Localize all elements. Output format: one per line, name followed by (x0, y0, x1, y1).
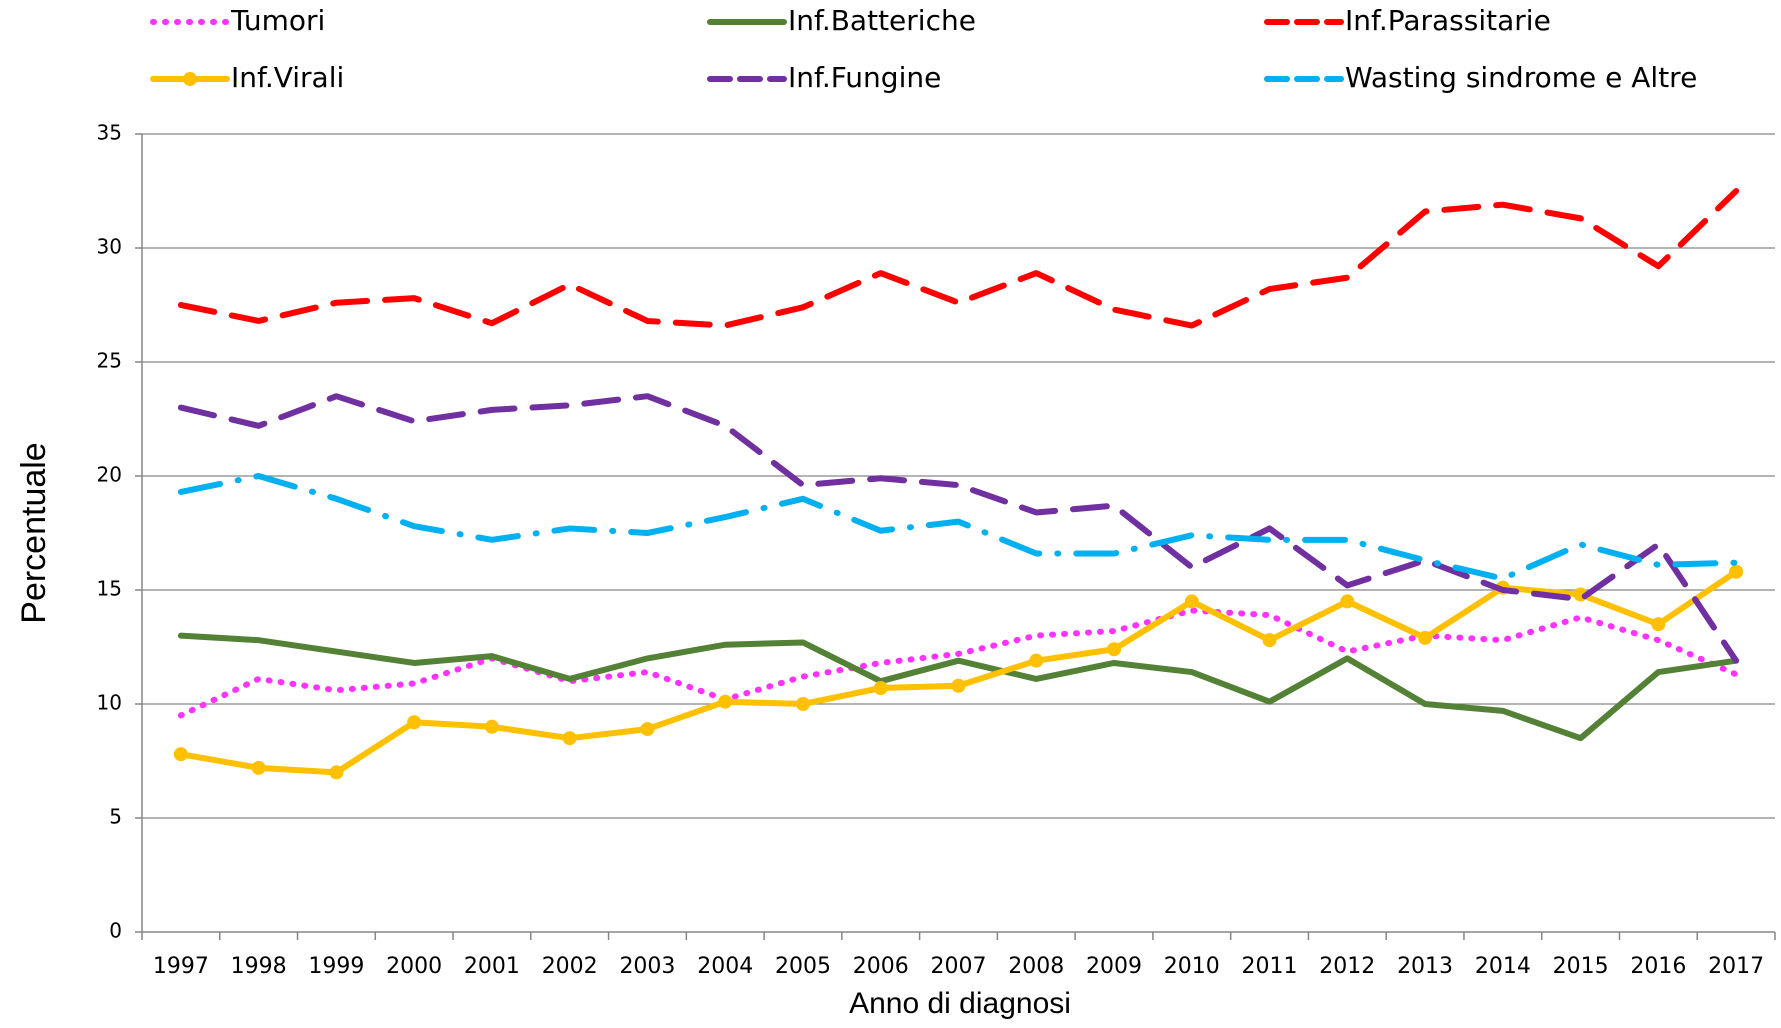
series-marker (484, 719, 499, 734)
series-marker (718, 694, 733, 709)
x-tick-label: 2001 (464, 954, 520, 979)
series-marker (1651, 617, 1666, 632)
series-marker (1418, 630, 1433, 645)
x-tick-label: 2004 (697, 954, 753, 979)
y-axis-label: Percentuale (15, 442, 53, 623)
series-line (177, 393, 1740, 664)
x-tick-label: 2012 (1319, 954, 1375, 979)
series-marker (795, 697, 810, 711)
series-marker (1107, 642, 1122, 657)
y-tick-label: 5 (109, 805, 122, 829)
x-tick-label: 2014 (1475, 954, 1531, 979)
legend-label: Inf.Batteriche (788, 4, 976, 37)
legend-label: Tumori (230, 4, 325, 37)
x-tick-label: 2000 (386, 954, 442, 979)
x-tick-label: 2002 (542, 954, 598, 979)
x-tick-label: 2016 (1630, 954, 1686, 979)
y-tick-label: 10 (97, 691, 122, 715)
series-line (177, 568, 1740, 776)
series-marker (251, 760, 266, 775)
series-marker (1729, 564, 1744, 579)
y-tick-label: 30 (97, 235, 122, 259)
x-tick-label: 2010 (1164, 954, 1220, 979)
x-tick-label: 2013 (1397, 954, 1453, 979)
x-axis-label: Anno di diagnosi (849, 987, 1071, 1020)
series-marker (1340, 594, 1355, 609)
x-tick-label: 1999 (308, 954, 364, 979)
y-tick-label: 0 (109, 919, 122, 943)
series-marker (640, 722, 655, 737)
y-tick-label: 25 (97, 349, 122, 373)
x-tick-label: 2005 (775, 954, 831, 979)
series-line (177, 473, 1740, 582)
series-marker (951, 678, 966, 693)
legend-label: Inf.Virali (231, 61, 344, 94)
x-tick-label: 2017 (1708, 954, 1764, 979)
series-line (177, 188, 1740, 329)
series-marker (1029, 653, 1044, 668)
y-tick-label: 15 (97, 577, 122, 601)
x-tick-label: 2009 (1086, 954, 1142, 979)
series-marker (407, 715, 422, 730)
series-marker (329, 765, 344, 780)
series-line (177, 607, 1740, 719)
legend-label: Wasting sindrome e Altre (1345, 61, 1697, 94)
y-tick-label: 35 (97, 121, 122, 145)
series-marker (1262, 633, 1277, 648)
y-tick-label: 20 (97, 463, 122, 487)
series-marker (562, 731, 577, 746)
x-tick-label: 2003 (619, 954, 675, 979)
x-tick-label: 2011 (1242, 954, 1298, 979)
x-tick-label: 2008 (1008, 954, 1064, 979)
series-marker (173, 747, 188, 762)
series-line (177, 632, 1740, 742)
legend-label: Inf.Fungine (788, 61, 941, 94)
legend-marker (183, 72, 197, 86)
x-tick-label: 2006 (853, 954, 909, 979)
legend-label: Inf.Parassitarie (1345, 4, 1551, 37)
series-marker (873, 681, 888, 696)
x-tick-label: 1998 (231, 954, 287, 979)
x-tick-label: 2007 (931, 954, 987, 979)
x-tick-label: 2015 (1553, 954, 1609, 979)
x-tick-label: 1997 (153, 954, 209, 979)
series-marker (1184, 594, 1199, 609)
